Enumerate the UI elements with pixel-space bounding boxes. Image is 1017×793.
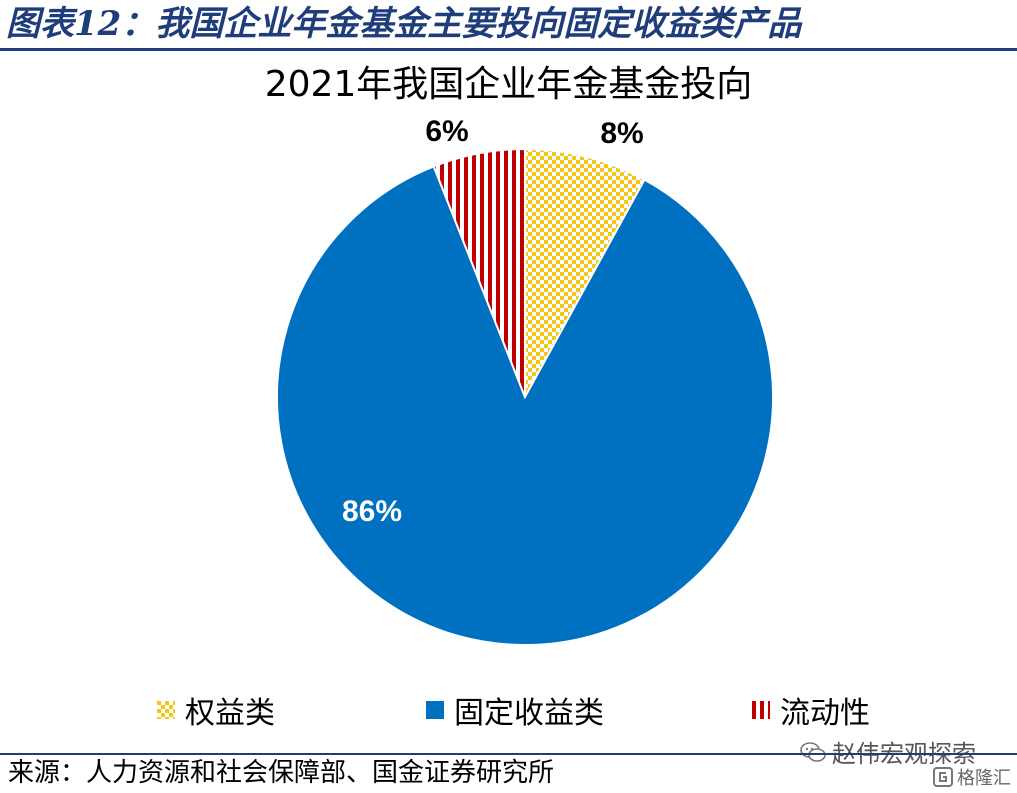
legend-swatch-1 (157, 701, 175, 719)
logo-icon (933, 767, 953, 787)
slice-data-label-1: 8% (600, 117, 643, 150)
pie-slice-3 (432, 147, 526, 398)
logo-text: 格隆汇 (957, 768, 1011, 789)
legend-item-1: 权益类 (157, 690, 275, 731)
legend-swatch-2 (426, 701, 444, 719)
brand-logo: 格隆汇 (933, 764, 1011, 790)
legend-swatch-3 (752, 701, 770, 719)
figure-title: 图表12：我国企业年金基金主要投向固定收益类产品 (6, 4, 802, 44)
legend-item-3: 流动性 (752, 690, 870, 731)
figure-header: 图表12：我国企业年金基金主要投向固定收益类产品 (0, 0, 1017, 52)
pie-slice-1 (524, 147, 646, 398)
pie-slice-2 (276, 165, 774, 646)
legend-label-1: 权益类 (185, 696, 275, 731)
slice-data-label-3: 6% (425, 115, 468, 148)
chart-legend: 权益类 固定收益类 流动性 (0, 690, 1017, 731)
legend-label-2: 固定收益类 (454, 696, 604, 731)
footer-divider (0, 753, 1017, 755)
legend-item-2: 固定收益类 (426, 690, 604, 731)
source-note: 来源：人力资源和社会保障部、国金证券研究所 (8, 758, 555, 788)
header-divider (0, 48, 1017, 51)
slice-data-label-2: 86% (342, 495, 402, 528)
legend-label-3: 流动性 (780, 696, 870, 731)
chart-title: 2021年我国企业年金基金投向 (264, 64, 753, 105)
wechat-icon (800, 741, 826, 762)
